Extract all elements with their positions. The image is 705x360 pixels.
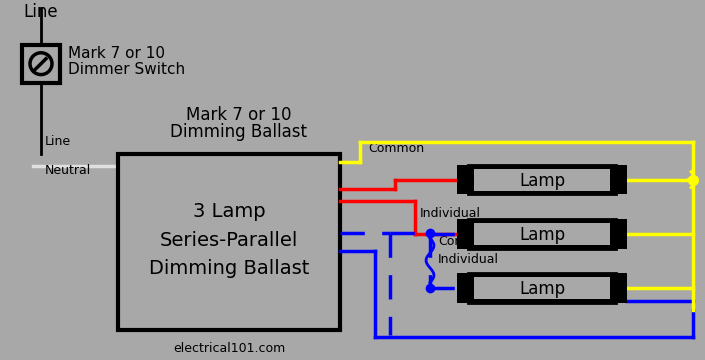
Text: Line: Line	[45, 135, 71, 148]
Text: Common: Common	[368, 142, 424, 155]
Bar	[474, 223, 610, 245]
Text: Lamp: Lamp	[519, 226, 565, 244]
Bar	[118, 154, 340, 330]
Bar	[457, 219, 468, 249]
Bar	[457, 273, 468, 302]
Text: Dimmer Switch: Dimmer Switch	[68, 62, 185, 77]
Bar	[457, 165, 468, 194]
Bar	[474, 169, 610, 190]
Bar	[616, 273, 627, 302]
Bar	[616, 165, 627, 194]
Bar	[468, 219, 616, 249]
Text: Dimming Ballast: Dimming Ballast	[171, 123, 307, 141]
Text: Individual: Individual	[438, 253, 499, 266]
Bar	[616, 219, 627, 249]
Text: Dimming Ballast: Dimming Ballast	[149, 259, 309, 278]
Bar	[22, 45, 60, 82]
Text: Mark 7 or 10: Mark 7 or 10	[68, 46, 165, 61]
Text: 3 Lamp: 3 Lamp	[192, 202, 265, 221]
Text: Lamp: Lamp	[519, 280, 565, 298]
Bar	[468, 165, 616, 194]
Text: Individual: Individual	[420, 207, 481, 220]
Text: Series-Parallel: Series-Parallel	[160, 231, 298, 249]
Text: Lamp: Lamp	[519, 172, 565, 190]
Text: Line: Line	[23, 3, 58, 21]
Text: Common: Common	[438, 235, 494, 248]
Text: Neutral: Neutral	[45, 164, 91, 177]
Bar	[474, 277, 610, 298]
Text: electrical101.com: electrical101.com	[173, 342, 285, 355]
Text: Mark 7 or 10: Mark 7 or 10	[186, 106, 292, 124]
Bar	[468, 273, 616, 302]
